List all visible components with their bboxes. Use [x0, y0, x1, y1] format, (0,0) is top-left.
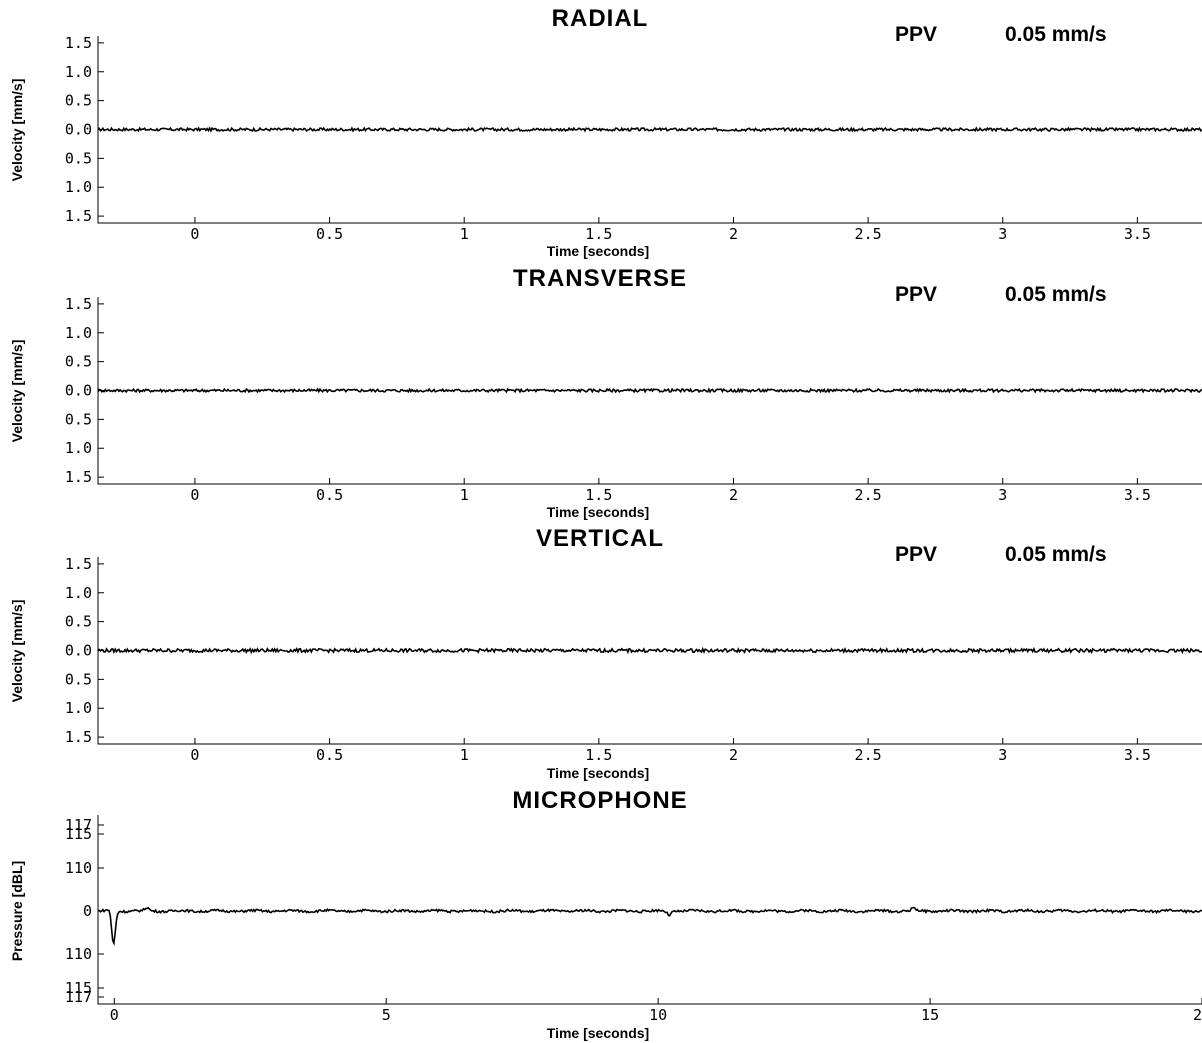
y-tick-label: 115: [65, 979, 92, 997]
y-tick-label: 1.5: [65, 468, 92, 486]
x-tick-label: 1: [460, 486, 469, 504]
y-tick-label: 1.5: [65, 728, 92, 746]
y-tick-label: 0.0: [65, 642, 92, 660]
x-tick-label: 2.5: [855, 225, 882, 243]
y-tick-label: 1.5: [65, 555, 92, 573]
y-axis-label: Velocity [mm/s]: [9, 79, 25, 182]
ppv-label: PPV: [895, 23, 937, 46]
x-tick-label: 0.5: [316, 746, 343, 764]
y-tick-label: 110: [65, 859, 92, 877]
microphone-panel: MICROPHONE Time [seconds] Pressure [dBL]…: [9, 787, 1202, 1041]
y-tick-label: 0.5: [65, 613, 92, 631]
x-tick-label: 1.5: [585, 486, 612, 504]
y-tick-label: 117: [65, 816, 92, 834]
x-tick-label: 3.5: [1124, 486, 1151, 504]
y-tick-label: 0.0: [65, 382, 92, 400]
x-tick-label: 15: [921, 1006, 939, 1024]
ppv-value: 0.05 mm/s: [1005, 23, 1107, 46]
x-tick-label: 0.5: [316, 486, 343, 504]
x-tick-label: 2: [729, 225, 738, 243]
signal-trace: [97, 126, 1202, 133]
x-axis-label: Time [seconds]: [547, 1025, 649, 1041]
ppv-label: PPV: [895, 543, 937, 566]
y-axis-label: Velocity [mm/s]: [9, 600, 25, 703]
ppv-value: 0.05 mm/s: [1005, 283, 1107, 306]
y-tick-label: 0.5: [65, 410, 92, 428]
x-tick-label: 3.5: [1124, 746, 1151, 764]
y-tick-label: 0.5: [65, 92, 92, 110]
chart-title: MICROPHONE: [512, 787, 687, 814]
x-tick-label: 10: [649, 1006, 667, 1024]
ppv-label: PPV: [895, 283, 937, 306]
y-tick-label: 1.0: [65, 324, 92, 342]
y-tick-label: 110: [65, 945, 92, 963]
transverse-panel: TRANSVERSE PPV 0.05 mm/s Time [seconds] …: [9, 265, 1202, 520]
y-tick-label: 117: [65, 988, 92, 1006]
x-tick-label: 20: [1193, 1006, 1202, 1024]
radial-panel: RADIAL PPV 0.05 mm/s Time [seconds] Velo…: [9, 5, 1202, 259]
y-tick-label: 1.5: [65, 34, 92, 52]
y-tick-label: 0.5: [65, 670, 92, 688]
y-tick-label: 115: [65, 825, 92, 843]
y-tick-label: 1.5: [65, 207, 92, 225]
y-tick-label: 0.0: [65, 121, 92, 139]
x-tick-label: 0: [190, 225, 199, 243]
chart-title: RADIAL: [552, 5, 649, 32]
x-tick-label: 1: [460, 225, 469, 243]
signal-trace: [97, 646, 1202, 655]
x-tick-label: 1.5: [585, 746, 612, 764]
chart-title: TRANSVERSE: [513, 265, 687, 292]
x-tick-label: 0: [110, 1006, 119, 1024]
ppv-value: 0.05 mm/s: [1005, 543, 1107, 566]
x-axis-label: Time [seconds]: [547, 243, 649, 259]
x-tick-label: 2.5: [855, 486, 882, 504]
plot-frame: [97, 36, 1202, 224]
x-tick-label: 2: [729, 486, 738, 504]
signal-trace: [97, 387, 1202, 394]
x-axis-label: Time [seconds]: [547, 765, 649, 781]
x-tick-label: 0: [190, 486, 199, 504]
y-tick-label: 1.0: [65, 584, 92, 602]
plot-frame: [97, 297, 1202, 485]
x-tick-label: 3: [998, 486, 1007, 504]
y-tick-label: 1.0: [65, 178, 92, 196]
y-axis-label: Pressure [dBL]: [9, 861, 25, 961]
x-tick-label: 3: [998, 225, 1007, 243]
y-tick-label: 1.0: [65, 699, 92, 717]
x-tick-label: 3.5: [1124, 225, 1151, 243]
y-tick-label: 1.5: [65, 295, 92, 313]
x-tick-label: 1: [460, 746, 469, 764]
x-tick-label: 2.5: [855, 746, 882, 764]
y-tick-label: 0.5: [65, 353, 92, 371]
x-tick-label: 3: [998, 746, 1007, 764]
y-tick-label: 0.5: [65, 149, 92, 167]
y-tick-label: 1.0: [65, 439, 92, 457]
plot-frame: [97, 815, 1202, 1005]
x-tick-label: 1.5: [585, 225, 612, 243]
chart-title: VERTICAL: [536, 525, 664, 552]
y-tick-label: 1.0: [65, 63, 92, 81]
vertical-panel: VERTICAL PPV 0.05 mm/s Time [seconds] Ve…: [9, 525, 1202, 781]
x-tick-label: 0.5: [316, 225, 343, 243]
y-tick-label: 0: [83, 902, 92, 920]
x-axis-label: Time [seconds]: [547, 504, 649, 520]
y-axis-label: Velocity [mm/s]: [9, 340, 25, 443]
x-tick-label: 0: [190, 746, 199, 764]
x-tick-label: 2: [729, 746, 738, 764]
plot-frame: [97, 557, 1202, 745]
x-tick-label: 5: [382, 1006, 391, 1024]
signal-trace: [97, 906, 1202, 947]
